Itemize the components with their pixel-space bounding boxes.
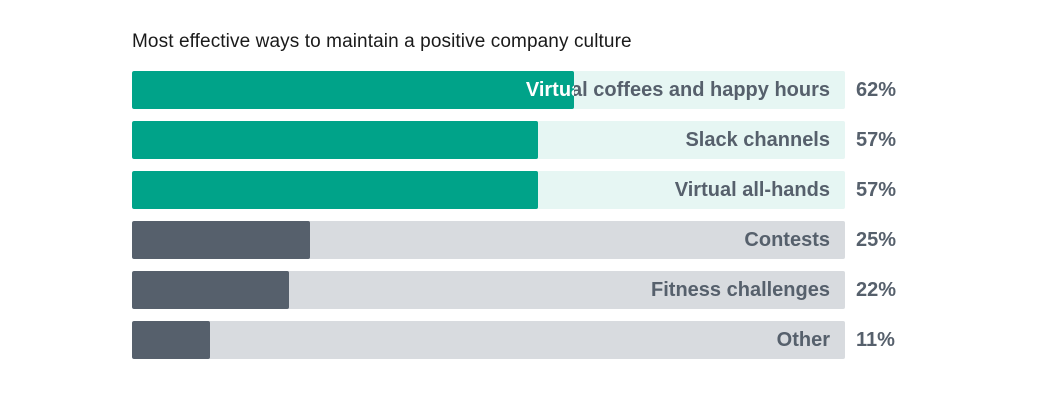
bar-row: Other Other 11%	[132, 321, 922, 359]
bar-label-on-fill: Virtual coffees and happy hours	[525, 79, 574, 101]
bar-label-clip: Fitness challenges	[132, 271, 289, 309]
bar-value-label: 22%	[856, 279, 897, 301]
bar-fill	[132, 121, 538, 159]
bar-value-label: 62%	[856, 79, 897, 101]
bar-track: Fitness challenges Fitness challenges	[132, 271, 845, 309]
bar-track: Other Other	[132, 321, 845, 359]
bar-label-clip: Virtual all-hands	[132, 171, 538, 209]
bar-label-clip-inner: Virtual coffees and happy hours	[132, 71, 574, 109]
bar-row: Virtual coffees and happy hoursVirtual c…	[132, 71, 922, 109]
bar-label-clip-inner: Slack channels	[132, 121, 538, 159]
bar-label-clip-inner: Other	[132, 321, 210, 359]
bar-track: Virtual coffees and happy hoursVirtual c…	[132, 71, 845, 109]
bar-value-label: 25%	[856, 229, 897, 251]
bar-track: Slack channels Slack channels	[132, 121, 845, 159]
bar-fill	[132, 271, 289, 309]
chart-title: Most effective ways to maintain a positi…	[132, 31, 632, 52]
bar-fill	[132, 221, 310, 259]
bar-value-label: 11%	[856, 329, 895, 351]
bar-track: Contests Contests	[132, 221, 845, 259]
bar-label: Slack channels	[685, 129, 830, 151]
bar-value-label: 57%	[856, 129, 897, 151]
bar-label-clip-inner: Virtual all-hands	[132, 171, 538, 209]
bar-label: Virtual coffees and happy hours	[525, 79, 830, 101]
bar-value-label: 57%	[856, 179, 897, 201]
bar-row: Fitness challenges Fitness challenges 22%	[132, 271, 922, 309]
bar-row: Contests Contests 25%	[132, 221, 922, 259]
bar-label-clip: Other	[132, 321, 210, 359]
bar-label: Virtual all-hands	[674, 179, 830, 201]
bar-fill	[132, 321, 210, 359]
bar-label-clip: Contests	[132, 221, 310, 259]
bar-label: Other	[776, 329, 830, 351]
bar-fill	[132, 171, 538, 209]
bar-label: Contests	[744, 229, 830, 251]
bar-track: Virtual all-hands Virtual all-hands	[132, 171, 845, 209]
bar-label-clip-inner: Fitness challenges	[132, 271, 289, 309]
bar-label-clip: Slack channels	[132, 121, 538, 159]
bar-label-clip: Virtual coffees and happy hours	[132, 71, 574, 109]
bar-row: Slack channels Slack channels 57%	[132, 121, 922, 159]
bar-label-clip-inner: Contests	[132, 221, 310, 259]
bar-label: Fitness challenges	[651, 279, 830, 301]
bar-chart: Virtual coffees and happy hoursVirtual c…	[132, 71, 922, 371]
bar-row: Virtual all-hands Virtual all-hands 57%	[132, 171, 922, 209]
bar-fill	[132, 71, 574, 109]
